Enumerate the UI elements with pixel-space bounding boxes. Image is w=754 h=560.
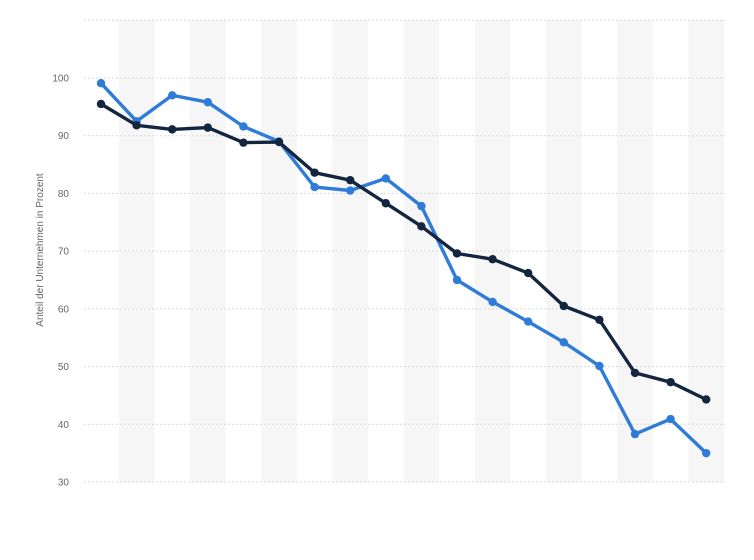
data-point xyxy=(239,138,248,147)
y-tick-label: 50 xyxy=(58,362,70,373)
data-point xyxy=(310,168,319,177)
column-band xyxy=(688,20,724,482)
column-band xyxy=(617,20,653,482)
column-band xyxy=(332,20,368,482)
data-point xyxy=(702,448,711,458)
data-point xyxy=(630,429,640,439)
data-point xyxy=(381,174,390,183)
data-point xyxy=(595,315,604,325)
data-point xyxy=(346,186,355,195)
data-point xyxy=(417,201,426,211)
data-point xyxy=(96,99,106,109)
data-point xyxy=(666,377,675,387)
data-point xyxy=(132,121,141,130)
data-point xyxy=(488,255,497,264)
y-tick-label: 30 xyxy=(58,478,70,489)
data-point xyxy=(559,338,568,347)
data-point xyxy=(346,175,355,185)
data-point xyxy=(524,317,533,326)
data-point xyxy=(203,98,212,107)
data-point xyxy=(96,78,106,88)
series-1 xyxy=(96,78,711,458)
data-point xyxy=(452,249,462,258)
y-tick-label: 40 xyxy=(58,420,70,431)
data-point xyxy=(239,122,248,131)
series-2 xyxy=(96,99,711,404)
data-point xyxy=(310,182,319,192)
column-band xyxy=(546,20,582,482)
series-line xyxy=(99,102,708,402)
column-band xyxy=(261,20,297,482)
data-point xyxy=(630,368,640,378)
y-tick-label: 60 xyxy=(58,304,70,315)
column-band xyxy=(190,20,226,482)
y-axis-title: Anteil der Unternehmen in Prozent xyxy=(35,173,46,327)
data-point xyxy=(559,301,568,311)
data-point xyxy=(595,361,604,371)
data-point xyxy=(417,222,426,231)
data-point xyxy=(702,395,711,404)
data-point xyxy=(488,297,497,307)
y-tick-label: 100 xyxy=(52,74,69,85)
data-point xyxy=(524,268,533,278)
data-point xyxy=(168,125,177,134)
data-point xyxy=(666,414,675,424)
y-tick-label: 90 xyxy=(58,131,70,142)
y-axis-ticks: 30 40 50 60 70 80 90 100 xyxy=(52,74,69,489)
data-point xyxy=(381,199,390,208)
series-group xyxy=(96,78,711,458)
y-tick-label: 80 xyxy=(58,189,70,200)
y-tick-label: 70 xyxy=(58,247,70,258)
series-line xyxy=(99,81,708,455)
data-point xyxy=(168,91,177,100)
data-point xyxy=(274,137,284,147)
data-point xyxy=(452,275,462,285)
data-point xyxy=(203,123,212,132)
